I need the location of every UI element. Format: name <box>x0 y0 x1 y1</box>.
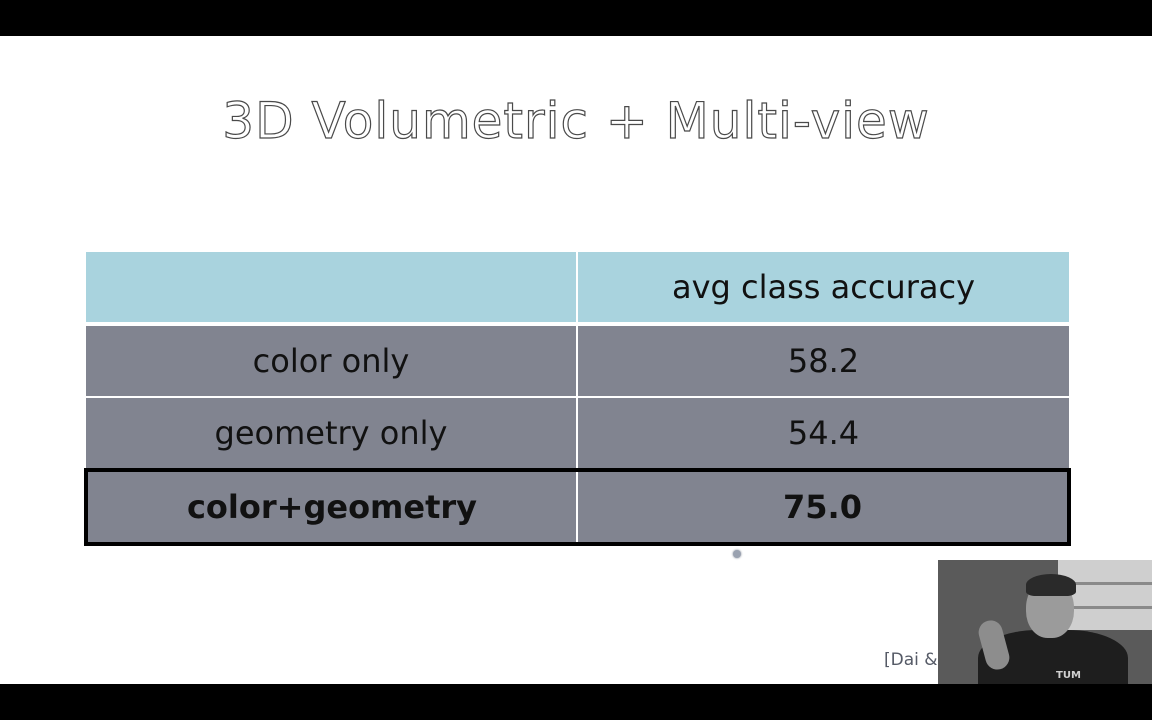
row-label: color only <box>86 324 578 398</box>
webcam-shelf-line <box>1058 606 1152 609</box>
presenter-webcam-overlay: TUM <box>938 560 1152 684</box>
header-empty-cell <box>86 252 578 326</box>
results-table: avg class accuracy color only 58.2 geome… <box>84 252 1071 546</box>
row-label: color+geometry <box>84 468 578 546</box>
pointer-cursor-icon <box>733 550 741 558</box>
table-row-geometry-only: geometry only 54.4 <box>86 397 1069 471</box>
table-row-color-geometry-highlighted: color+geometry 75.0 <box>84 468 1071 546</box>
table-row-color-only: color only 58.2 <box>86 324 1069 398</box>
row-value: 58.2 <box>577 324 1069 398</box>
slide: 3D Volumetric + Multi-view avg class acc… <box>0 36 1152 684</box>
citation-text: [Dai & <box>884 650 938 670</box>
slide-title: 3D Volumetric + Multi-view <box>222 91 930 150</box>
row-label: geometry only <box>86 397 578 471</box>
letterbox-bottom <box>0 684 1152 720</box>
letterbox-top <box>0 0 1152 36</box>
header-avg-class-accuracy: avg class accuracy <box>577 252 1069 326</box>
webcam-shelf-line <box>1058 582 1152 585</box>
table-header-row: avg class accuracy <box>86 252 1069 326</box>
webcam-shelf <box>1058 560 1152 630</box>
row-value: 75.0 <box>577 468 1071 546</box>
shirt-logo-text: TUM <box>1056 670 1081 681</box>
row-value: 54.4 <box>577 397 1069 471</box>
presenter-hair <box>1026 574 1076 596</box>
